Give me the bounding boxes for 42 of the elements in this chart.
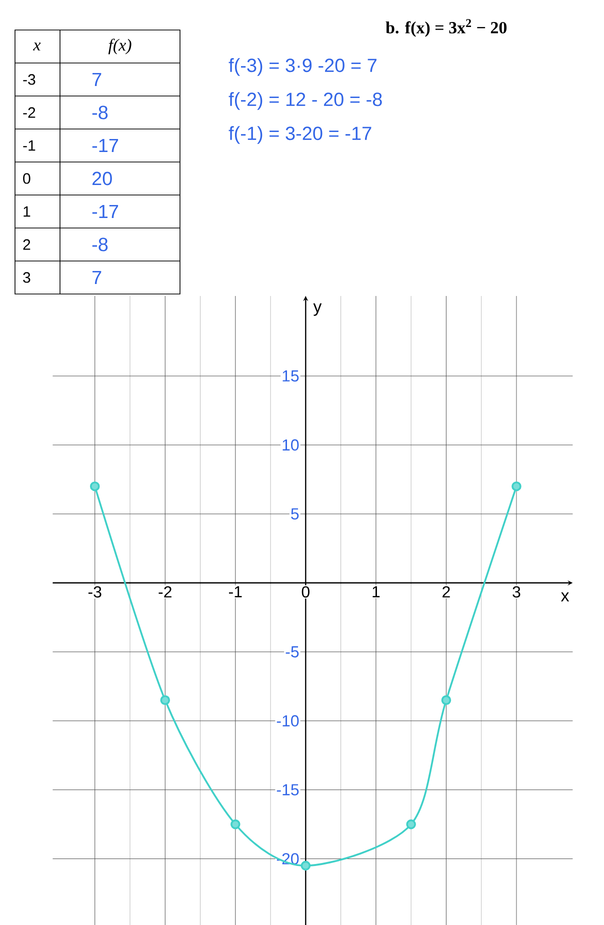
y-tick-label: -5	[286, 646, 299, 658]
text: -17	[92, 204, 118, 218]
x-tick-label: -2	[158, 586, 172, 598]
point	[230, 819, 240, 830]
text: -3	[23, 74, 36, 85]
text: f(x)	[108, 38, 132, 54]
y-tick-label: 15	[282, 370, 299, 382]
point	[160, 695, 170, 706]
point	[441, 695, 452, 706]
y-axis-title: y	[313, 303, 322, 316]
point	[512, 481, 522, 492]
point	[300, 860, 311, 871]
point	[90, 481, 100, 492]
text: 2	[23, 239, 30, 250]
y-tick-label: 10	[282, 439, 299, 451]
x-tick-label: 1	[372, 586, 380, 598]
x-tick-label: 3	[512, 586, 520, 598]
y-tick-label: 5	[291, 508, 299, 520]
text: 1	[24, 206, 30, 217]
text: -8	[92, 106, 108, 120]
x-axis-title: x	[560, 592, 570, 602]
text: -2	[23, 107, 36, 118]
y-tick-label: -15	[276, 784, 299, 796]
text: 7	[92, 270, 102, 284]
point	[406, 819, 416, 830]
text: f(-1) = 3-20 = -17	[228, 126, 372, 144]
text: -1	[23, 140, 36, 151]
text: 3	[23, 272, 30, 283]
text: f(-3) = 3·9 -20 = 7	[228, 58, 376, 76]
text: -17	[92, 138, 118, 152]
y-tick-label: -10	[276, 715, 299, 727]
text: 7	[92, 72, 102, 86]
text: 0	[23, 173, 30, 184]
text: 20	[92, 172, 112, 186]
x-tick-label: 2	[442, 586, 450, 598]
text: f(-2) = 12 - 20 = -8	[228, 92, 382, 110]
x-tick-label: -1	[228, 586, 242, 598]
text: x	[33, 42, 41, 50]
x-tick-label: -3	[88, 586, 102, 598]
x-tick-label: 0	[302, 586, 310, 598]
text: -8	[92, 238, 108, 252]
chart-title: b. f(x) = 3x$^{2}$ − 20	[386, 19, 507, 37]
